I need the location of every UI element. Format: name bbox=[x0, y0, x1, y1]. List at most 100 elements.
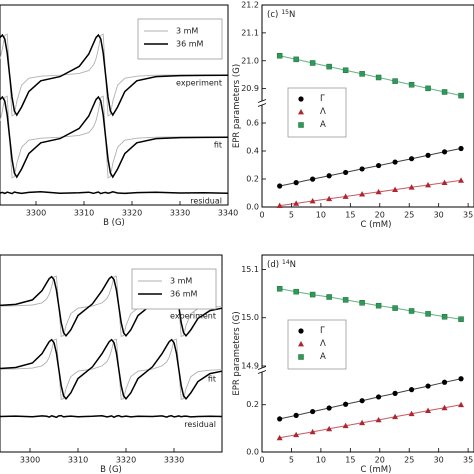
axis-break-mark bbox=[257, 370, 267, 374]
legend-label: Λ bbox=[320, 107, 326, 117]
legend-marker bbox=[298, 354, 304, 360]
data-point bbox=[425, 383, 431, 389]
y-tick-label: 21.0 bbox=[241, 56, 259, 65]
data-point bbox=[342, 422, 349, 429]
legend-marker bbox=[298, 109, 304, 115]
axis-break-mark bbox=[257, 103, 267, 107]
x-tick-label: 0 bbox=[259, 456, 264, 465]
legend-label: Γ bbox=[320, 326, 325, 336]
y-tick-label: 0.0 bbox=[246, 448, 259, 457]
data-point bbox=[441, 89, 448, 95]
y-tick-label: 0.2 bbox=[246, 175, 259, 184]
axis-break-mark bbox=[257, 99, 267, 103]
y-tick-label: 15.1 bbox=[241, 265, 259, 274]
data-point bbox=[408, 184, 415, 190]
legend-label: A bbox=[320, 120, 326, 130]
data-point bbox=[310, 408, 316, 415]
x-tick-label: 20 bbox=[375, 456, 385, 465]
x-axis-label: C (mM) bbox=[361, 465, 392, 474]
x-tick-label: 3310 bbox=[68, 456, 88, 465]
data-point bbox=[425, 182, 432, 188]
data-point bbox=[425, 407, 432, 414]
curve-annotation: experiment bbox=[176, 79, 222, 88]
isotope-symbol: N bbox=[290, 260, 296, 270]
data-point bbox=[326, 405, 332, 411]
data-point bbox=[276, 52, 283, 59]
data-point bbox=[458, 401, 465, 408]
data-point bbox=[293, 56, 299, 63]
x-axis-label: B (G) bbox=[100, 465, 122, 474]
plot-frame bbox=[261, 254, 474, 453]
data-point bbox=[276, 202, 283, 208]
spectrum-line bbox=[0, 33, 228, 117]
fit-line bbox=[0, 338, 223, 400]
curve-annotation: fit bbox=[214, 141, 222, 150]
data-point bbox=[359, 191, 366, 197]
x-tick-label: 10 bbox=[316, 456, 326, 465]
curve-annotation: experiment bbox=[170, 312, 216, 321]
legend-box bbox=[287, 319, 347, 370]
axis-break-mark bbox=[257, 366, 267, 370]
data-point bbox=[277, 416, 283, 422]
x-tick-label: 3340 bbox=[218, 209, 238, 218]
data-point bbox=[376, 162, 382, 169]
data-point bbox=[392, 413, 399, 420]
data-point bbox=[408, 410, 415, 417]
data-point bbox=[392, 186, 399, 193]
x-tick-label: 15 bbox=[345, 211, 355, 220]
data-point bbox=[458, 92, 464, 99]
data-point bbox=[458, 177, 465, 183]
legend-box bbox=[137, 18, 223, 60]
isotope-symbol: N bbox=[289, 10, 295, 20]
legend-label: 36 mM bbox=[176, 40, 204, 49]
fit-line bbox=[0, 338, 223, 401]
data-point bbox=[343, 401, 349, 407]
panel-label: (c) bbox=[267, 10, 278, 20]
fit-line bbox=[279, 288, 462, 320]
data-point bbox=[293, 412, 299, 418]
fit-line bbox=[279, 55, 462, 97]
panel-label: (d) bbox=[267, 260, 279, 270]
y-axis-label: EPR parameters (G) bbox=[232, 311, 242, 395]
data-point bbox=[293, 431, 300, 438]
data-point bbox=[276, 286, 283, 292]
x-tick-label: 3330 bbox=[164, 456, 184, 465]
data-point bbox=[375, 188, 382, 195]
y-tick-label: 14.9 bbox=[241, 362, 259, 371]
legend-label: 3 mM bbox=[170, 277, 192, 286]
y-tick-label: 20.9 bbox=[241, 84, 259, 93]
x-tick-label: 3300 bbox=[20, 456, 40, 465]
legend-marker bbox=[298, 341, 304, 347]
isotope-mass: 15 bbox=[281, 9, 289, 16]
y-tick-label: 0.0 bbox=[246, 203, 259, 212]
data-point bbox=[392, 78, 398, 84]
spectrum-line bbox=[0, 33, 229, 117]
data-point bbox=[392, 159, 398, 165]
data-point bbox=[359, 71, 365, 77]
x-tick-label: 5 bbox=[289, 211, 294, 220]
curve-annotation: fit bbox=[208, 375, 216, 384]
fit-line bbox=[0, 95, 228, 179]
curve-annotation: residual bbox=[184, 420, 216, 429]
legend-label: 36 mM bbox=[170, 290, 198, 299]
data-point bbox=[359, 398, 365, 404]
x-tick-label: 20 bbox=[375, 211, 385, 220]
isotope-mass: 14 bbox=[282, 259, 290, 266]
data-point bbox=[359, 166, 365, 172]
x-tick-label: 30 bbox=[434, 211, 444, 220]
data-point bbox=[293, 288, 299, 295]
data-point bbox=[441, 314, 448, 320]
fit-line bbox=[279, 148, 462, 187]
y-tick-label: 15.0 bbox=[241, 313, 259, 322]
data-point bbox=[342, 297, 349, 303]
x-tick-label: 5 bbox=[289, 456, 294, 465]
x-tick-label: 35 bbox=[463, 211, 473, 220]
legend-label: A bbox=[320, 352, 326, 362]
data-point bbox=[293, 200, 300, 206]
data-point bbox=[425, 311, 431, 317]
y-tick-label: 0.4 bbox=[246, 147, 259, 156]
data-point bbox=[309, 291, 316, 298]
fit-line bbox=[279, 404, 462, 439]
